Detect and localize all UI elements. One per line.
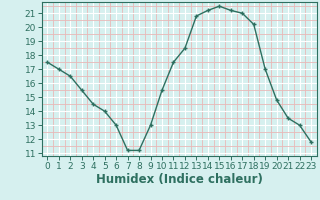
- X-axis label: Humidex (Indice chaleur): Humidex (Indice chaleur): [96, 173, 263, 186]
